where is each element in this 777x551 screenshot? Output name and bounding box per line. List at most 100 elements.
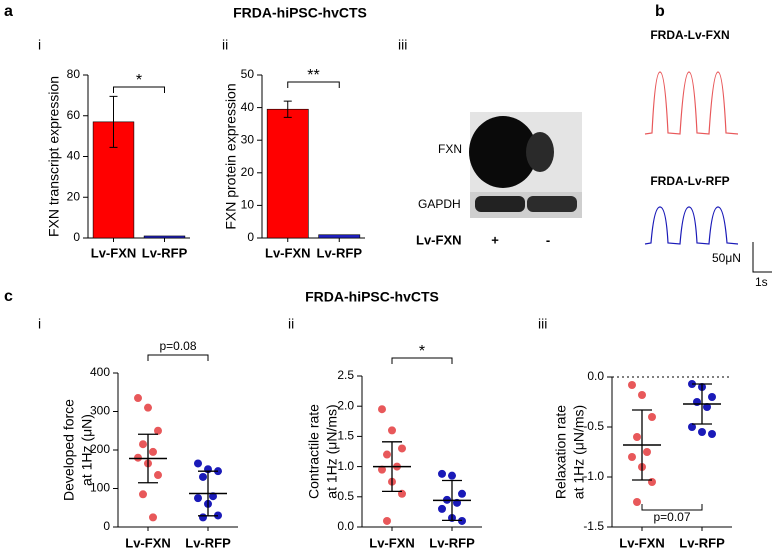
panel-letter: b [655,3,665,20]
data-point [383,516,391,525]
y-axis-label: Developed force [61,399,77,501]
subpanel-label: i [38,316,41,332]
y-tick-label: 40 [241,100,255,114]
x-tick-label: Lv-FXN [91,245,137,260]
y-tick-label: -1.0 [583,469,604,483]
subpanel-label: iii [538,316,547,332]
y-tick-label: 50 [241,67,255,81]
y-tick-label: 20 [241,165,255,179]
blot-row-label: FXN [438,142,462,156]
trace-label: FRDA-Lv-RFP [650,174,729,188]
sd-bar [198,470,218,517]
y-tick-label: 0 [247,230,254,244]
significance-label: p=0.08 [159,339,196,353]
blot-condition: Lv-FXN [416,232,462,247]
data-point [134,453,142,462]
data-point [149,513,157,522]
data-point [154,426,162,435]
y-axis-label: at 1Hz (μN) [79,414,95,486]
y-axis-label: at 1Hz (μN/ms) [571,405,587,499]
data-point [438,469,446,478]
scale-label: 50μN [712,251,741,265]
force-trace [644,206,739,245]
force-trace [644,71,739,135]
y-tick-label: 40 [67,149,81,163]
sd-bar [692,383,712,425]
data-point [139,490,147,499]
data-point [638,391,646,399]
y-tick-label: 0.0 [587,369,604,383]
y-axis-label: Relaxation rate [553,405,569,499]
y-tick-label: 400 [90,365,110,379]
data-point [378,405,386,414]
bar [143,235,186,239]
y-tick-label: 80 [67,67,81,81]
subpanel-label: ii [288,316,294,332]
data-point [199,513,207,522]
sd-bar [442,479,462,522]
data-point [139,440,147,449]
significance-bracket [113,86,165,93]
panel-title: FRDA-hiPSC-hvCTS [233,5,367,21]
significance-bracket [391,357,453,364]
data-point [448,471,456,480]
y-tick-label: 0 [103,519,110,533]
data-point [194,459,202,468]
y-tick-label: 0.0 [337,519,354,533]
y-tick-label: 20 [67,189,81,203]
sd-bar [632,409,652,481]
scale-label: 1s [755,275,768,289]
scale-bar [752,242,772,273]
sd-bar [138,433,158,484]
panel-title: FRDA-hiPSC-hvCTS [305,289,439,305]
data-point [643,448,651,456]
y-tick-label: 0.5 [337,489,354,503]
data-point [628,453,636,461]
significance-bracket [287,81,340,88]
y-tick-label: 10 [241,198,255,212]
sd-bar [382,441,402,493]
bar [266,108,309,239]
data-point [199,472,207,481]
blot-sign: - [546,232,550,247]
x-tick-label: Lv-FXN [125,535,171,550]
y-tick-label: 1.5 [337,429,354,443]
y-tick-label: 2.5 [337,368,354,382]
x-tick-label: Lv-RFP [679,535,725,550]
significance-label: ** [307,67,319,84]
data-point [134,394,142,403]
y-tick-label: -1.5 [583,519,604,533]
y-tick-label: 60 [67,108,81,122]
data-point [648,478,656,486]
data-point [693,398,701,406]
blot-sign: + [491,232,499,247]
x-tick-label: Lv-FXN [265,245,311,260]
data-point [398,444,406,453]
significance-bracket [147,354,209,361]
y-axis-label: FXN protein expression [223,83,239,229]
data-point [378,465,386,474]
y-tick-label: 2.0 [337,398,354,412]
subpanel-label: i [38,37,41,53]
x-tick-label: Lv-RFP [429,535,475,550]
blot-image [469,112,582,218]
data-point [388,426,396,435]
data-point [438,504,446,513]
panel-letter: a [4,3,13,20]
y-axis-label: at 1Hz (μN/ms) [324,404,340,498]
error-bar [109,95,118,148]
data-point [458,489,466,498]
significance-bracket [641,504,703,511]
y-axis-label: Contractile rate [306,404,322,499]
significance-label: * [419,343,425,360]
x-tick-label: Lv-FXN [369,535,415,550]
data-point [698,428,706,436]
data-point [708,430,716,438]
data-point [628,381,636,389]
data-point [383,450,391,459]
y-tick-label: 30 [241,132,255,146]
subpanel-label: iii [398,37,407,53]
y-tick-label: 0 [73,230,80,244]
data-point [194,494,202,503]
